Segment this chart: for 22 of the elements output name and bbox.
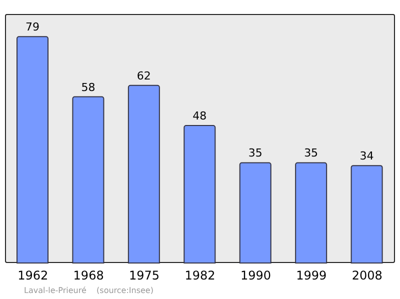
data-label: 35: [248, 146, 262, 160]
data-label: 62: [136, 69, 151, 82]
text: Laval-le-Prieuré (source:Insee): [24, 286, 154, 295]
bar: [239, 162, 272, 264]
bar: [184, 124, 216, 264]
data-label: 34: [360, 150, 374, 163]
data-label: 35: [304, 146, 318, 160]
x-tick-label: 1999: [296, 268, 327, 283]
x-tick-label: 1990: [240, 268, 271, 283]
data-label: 48: [192, 109, 207, 122]
data-label: 79: [26, 20, 40, 34]
bar: [350, 165, 383, 264]
data-label: 58: [81, 80, 96, 94]
x-tick-label: 1982: [184, 268, 216, 283]
x-tick-label: 1962: [18, 268, 48, 283]
x-tick-label: 2008: [352, 268, 382, 283]
x-tick-label: 1968: [73, 268, 104, 283]
x-tick-label: 1975: [129, 268, 160, 283]
bar: [128, 84, 160, 264]
bar: [16, 36, 48, 264]
bar: [295, 162, 328, 264]
bar: [72, 96, 104, 264]
